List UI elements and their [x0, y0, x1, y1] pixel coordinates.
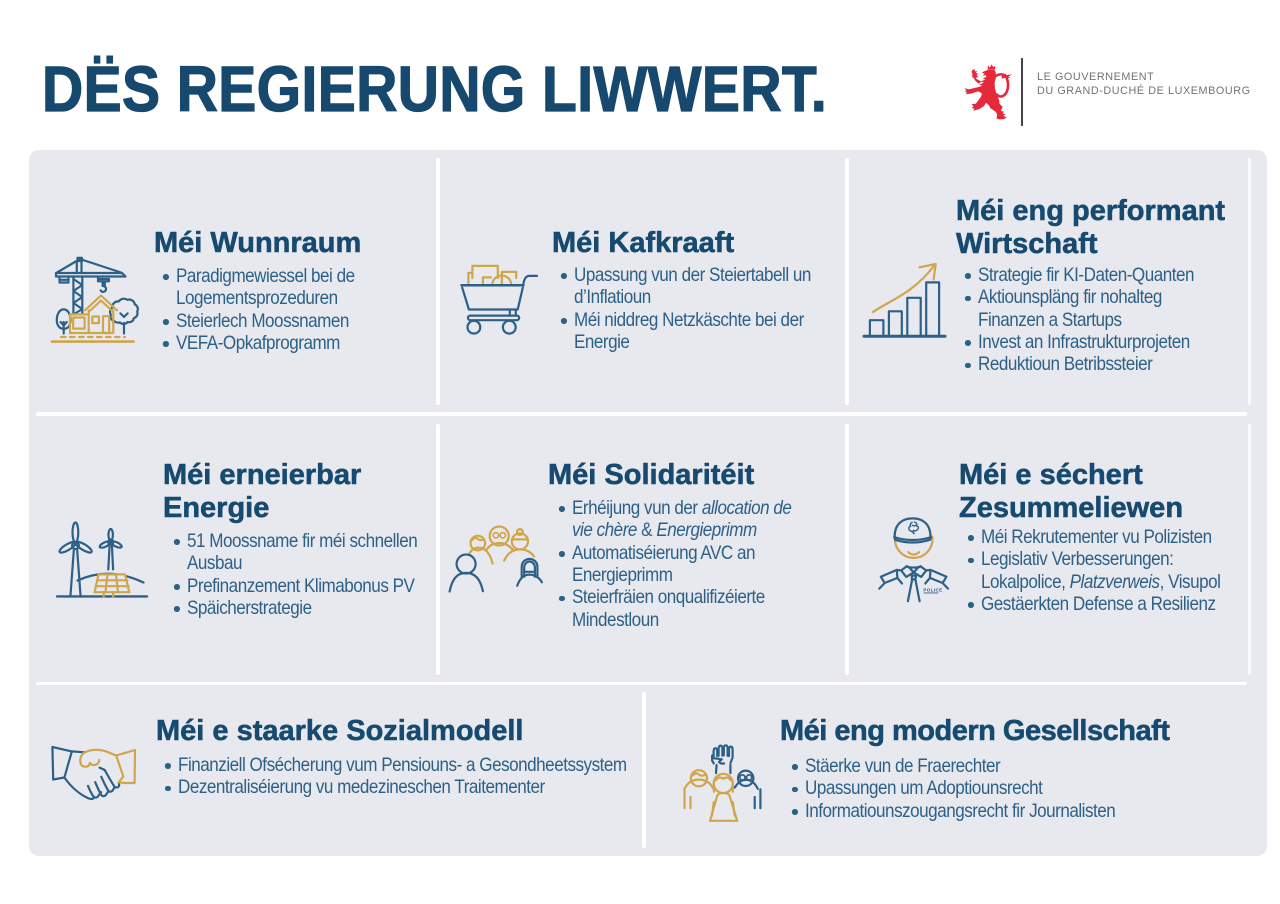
- svg-text:POLICE: POLICE: [923, 587, 942, 592]
